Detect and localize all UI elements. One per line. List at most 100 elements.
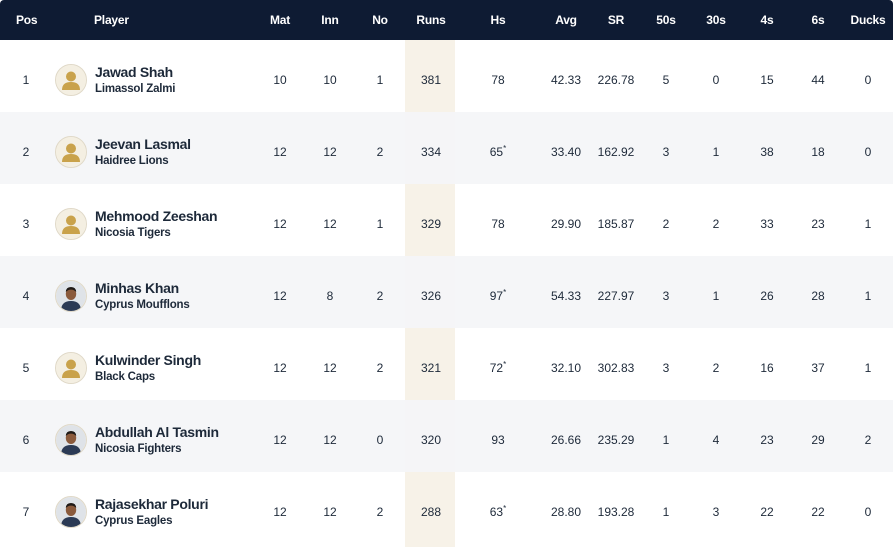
- not-out-marker: *: [503, 144, 507, 153]
- header-avg[interactable]: Avg: [555, 13, 577, 27]
- row-mat: 12: [273, 217, 287, 231]
- row-30s: 3: [712, 505, 720, 519]
- player-photo-icon: [55, 280, 87, 312]
- row-30s: 1: [712, 289, 720, 303]
- player-name[interactable]: Jeevan Lasmal: [95, 136, 191, 152]
- row-50s: 3: [662, 361, 670, 375]
- row-hs: 78: [491, 217, 505, 231]
- row-hs: 97*: [489, 288, 507, 304]
- row-6s: 44: [811, 73, 825, 87]
- header-4s[interactable]: 4s: [760, 13, 774, 27]
- row-6s: 18: [811, 145, 825, 159]
- row-30s: 2: [712, 361, 720, 375]
- player-photo-icon: [55, 496, 87, 528]
- row-mat: 12: [273, 145, 287, 159]
- row-runs: 326: [420, 289, 442, 303]
- row-sr: 227.97: [597, 289, 635, 303]
- row-6s: 23: [811, 217, 825, 231]
- row-sr: 193.28: [597, 505, 635, 519]
- placeholder-avatar-icon: [55, 208, 87, 240]
- row-no: 2: [376, 145, 384, 159]
- player-name[interactable]: Mehmood Zeeshan: [95, 208, 218, 224]
- row-avg: 42.33: [550, 73, 582, 87]
- header-30s[interactable]: 30s: [706, 13, 726, 27]
- player-name[interactable]: Rajasekhar Poluri: [95, 496, 209, 512]
- header-6s[interactable]: 6s: [811, 13, 825, 27]
- player-name[interactable]: Kulwinder Singh: [95, 352, 201, 368]
- table-row[interactable]: 5 12 12 2 321 32.10 302.83 3 2 16 37 1 72* Kulwinder …: [0, 328, 893, 400]
- not-out-marker: *: [503, 288, 507, 297]
- not-out-marker: *: [503, 360, 507, 369]
- header-inn[interactable]: Inn: [321, 13, 339, 27]
- row-pos: 6: [22, 433, 30, 447]
- row-inn: 12: [323, 505, 337, 519]
- header-hs[interactable]: Hs: [490, 13, 506, 27]
- row-ducks: 0: [864, 505, 872, 519]
- row-mat: 12: [273, 361, 287, 375]
- row-6s: 22: [811, 505, 825, 519]
- table-row[interactable]: 4 12 8 2 326 54.33 227.97 3 1 26 28 1 97* Minhas Khan…: [0, 256, 893, 328]
- row-50s: 1: [662, 505, 670, 519]
- header-sr[interactable]: SR: [607, 13, 625, 27]
- row-30s: 0: [712, 73, 720, 87]
- row-mat: 12: [273, 289, 287, 303]
- player-photo-icon: [55, 424, 87, 456]
- row-inn: 8: [326, 289, 334, 303]
- player-team: Cyprus Eagles: [95, 515, 173, 527]
- row-avg: 28.80: [550, 505, 582, 519]
- row-mat: 12: [273, 505, 287, 519]
- table-row[interactable]: 6 12 12 0 320 26.66 235.29 1 4 23 29 2 93 Abdullah Al…: [0, 400, 893, 472]
- row-avg: 33.40: [550, 145, 582, 159]
- row-50s: 1: [662, 433, 670, 447]
- row-50s: 5: [662, 73, 670, 87]
- row-sr: 162.92: [597, 145, 635, 159]
- row-4s: 26: [760, 289, 774, 303]
- player-team: Cyprus Moufflons: [95, 299, 190, 311]
- row-inn: 12: [323, 217, 337, 231]
- player-name[interactable]: Jawad Shah: [95, 64, 173, 80]
- player-name[interactable]: Abdullah Al Tasmin: [95, 424, 219, 440]
- row-6s: 37: [811, 361, 825, 375]
- row-sr: 235.29: [597, 433, 635, 447]
- row-50s: 3: [662, 289, 670, 303]
- row-hs: 72*: [489, 360, 507, 376]
- row-no: 2: [376, 505, 384, 519]
- player-name[interactable]: Minhas Khan: [95, 280, 179, 296]
- table-row[interactable]: 1 10 10 1 381 42.33 226.78 5 0 15 44 0 78 Jawad Shah L…: [0, 40, 893, 112]
- row-runs: 321: [420, 361, 442, 375]
- row-4s: 33: [760, 217, 774, 231]
- table-row[interactable]: 3 12 12 1 329 29.90 185.87 2 2 33 23 1 78 Mehmood Zee…: [0, 184, 893, 256]
- row-pos: 1: [22, 73, 30, 87]
- row-mat: 10: [273, 73, 287, 87]
- player-team: Black Caps: [95, 371, 156, 383]
- row-ducks: 2: [864, 433, 872, 447]
- row-ducks: 1: [864, 289, 872, 303]
- header-no[interactable]: No: [372, 13, 388, 27]
- row-ducks: 0: [864, 145, 872, 159]
- row-ducks: 0: [864, 73, 872, 87]
- row-4s: 22: [760, 505, 774, 519]
- row-hs: 65*: [489, 144, 507, 160]
- header-runs[interactable]: Runs: [416, 13, 446, 27]
- row-pos: 3: [22, 217, 30, 231]
- row-30s: 1: [712, 145, 720, 159]
- row-hs: 63*: [489, 504, 507, 520]
- header-pos[interactable]: Pos: [16, 13, 38, 27]
- row-inn: 12: [323, 433, 337, 447]
- header-ducks[interactable]: Ducks: [850, 13, 886, 27]
- row-no: 0: [376, 433, 384, 447]
- row-no: 2: [376, 361, 384, 375]
- row-pos: 7: [22, 505, 30, 519]
- table-row[interactable]: 7 12 12 2 288 28.80 193.28 1 3 22 22 0 63* Rajasekhar…: [0, 472, 893, 544]
- header-50s[interactable]: 50s: [656, 13, 676, 27]
- row-30s: 2: [712, 217, 720, 231]
- header-mat[interactable]: Mat: [269, 13, 291, 27]
- row-pos: 2: [22, 145, 30, 159]
- header-player[interactable]: Player: [94, 13, 129, 27]
- row-inn: 12: [323, 145, 337, 159]
- row-inn: 12: [323, 361, 337, 375]
- row-no: 2: [376, 289, 384, 303]
- row-30s: 4: [712, 433, 720, 447]
- table-row[interactable]: 2 12 12 2 334 33.40 162.92 3 1 38 18 0 65* Jeevan Las…: [0, 112, 893, 184]
